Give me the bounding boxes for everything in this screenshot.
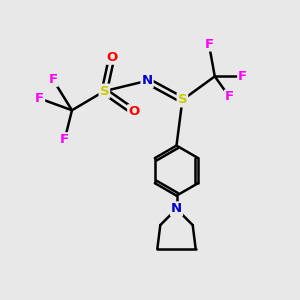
Text: S: S bbox=[178, 93, 187, 106]
Text: F: F bbox=[60, 133, 69, 146]
Text: O: O bbox=[128, 105, 140, 118]
Text: F: F bbox=[225, 91, 234, 103]
Text: F: F bbox=[35, 92, 44, 105]
Text: F: F bbox=[238, 70, 247, 83]
Text: N: N bbox=[171, 202, 182, 215]
Text: O: O bbox=[106, 51, 117, 64]
Text: F: F bbox=[204, 38, 214, 50]
Text: N: N bbox=[142, 74, 153, 87]
Text: F: F bbox=[48, 73, 57, 86]
Text: S: S bbox=[100, 85, 109, 98]
